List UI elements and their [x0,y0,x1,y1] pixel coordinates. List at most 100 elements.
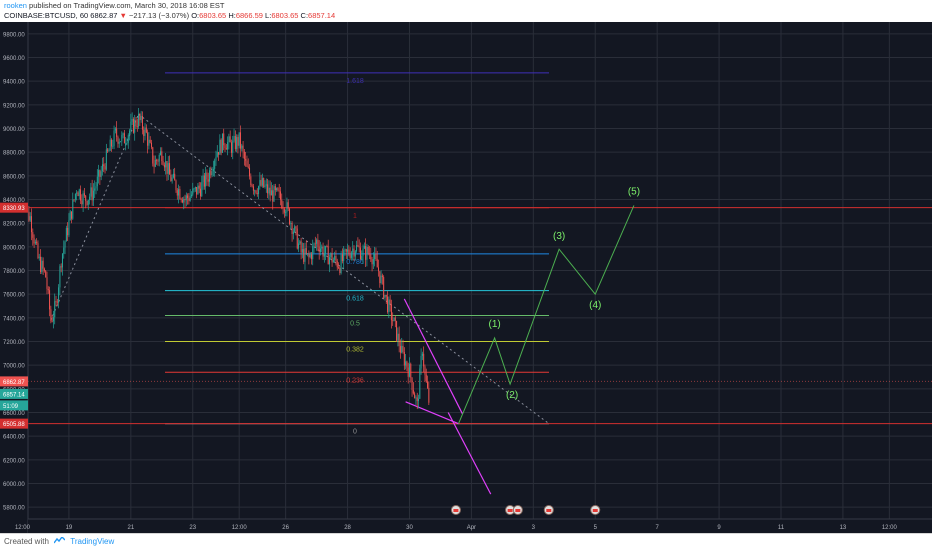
trend-lines[interactable] [50,113,550,495]
last-price: 6862.87 [90,11,118,20]
candle-body [215,156,217,161]
down-arrow-icon: ▼ [119,11,127,20]
chart-area[interactable]: 1.618 1 0.786 0.618 0.5 0.382 0.236 0 (1) (2) (3)… [0,22,932,533]
price-badge[interactable] [0,376,28,387]
candle-body [270,190,272,196]
candle-body [42,260,44,269]
candle-body [136,126,138,127]
candle-body [362,248,364,257]
time-tick-label: Apr [467,525,476,531]
candle-body [224,145,226,149]
candle-body [122,133,124,136]
candle-body [247,166,249,168]
candle-body [135,119,137,127]
wave-projection[interactable]: (1) (2) (3) (4) (5) [458,186,641,424]
candle-body [109,139,111,151]
price-badge[interactable] [0,400,28,411]
candle-body [45,270,47,278]
high-value: 6866.59 [235,11,263,20]
candle-body [147,132,149,146]
candle-body [424,366,426,375]
candle-body [427,382,429,388]
candle-body [207,179,209,182]
candle-body [150,142,152,148]
price-tick-label: 7400.00 [3,316,25,322]
candle-body [405,361,407,366]
price-tick-label: 8400.00 [3,198,25,204]
candle-body [205,172,207,187]
time-axis[interactable]: 12:00 19 21 23 12:00 26 28 30 Apr 3 5 7 9 11 13 12:00 [15,518,932,533]
candle-body [183,199,185,203]
candle-body [378,267,380,272]
wedge-line-lower[interactable] [405,401,459,425]
wave-projection-line[interactable] [458,205,635,424]
horizontal-lines[interactable] [28,207,932,425]
candle-body [397,333,399,341]
time-tick-label: 5 [594,525,598,531]
candle-body [256,193,258,195]
price-tick-label: 6400.00 [3,435,25,441]
candle-body [98,170,100,177]
price-badge[interactable] [0,418,28,429]
candle-body [305,248,307,254]
candle-body [100,171,102,177]
time-tick-label: 28 [344,525,351,531]
candle-body [103,164,105,167]
candle-body [312,246,314,260]
candle-body [112,145,114,147]
candle-body [156,159,158,161]
candle-body [170,174,172,182]
candle-body [269,187,271,196]
price-badge-label: 6862.87 [3,380,25,386]
candle-body [189,196,191,201]
price-chart[interactable]: 1.618 1 0.786 0.618 0.5 0.382 0.236 0 (1) (2) (3)… [0,22,932,533]
candle-body [46,277,48,289]
price-badge[interactable] [0,202,28,213]
candle-body [210,170,212,176]
candle-body [261,178,263,186]
candle-body [59,266,61,288]
candle-body [87,200,89,205]
candle-body [296,228,298,249]
author-name[interactable]: rooken [4,1,27,10]
price-tick-label: 6600.00 [3,411,25,417]
candle-body [334,255,336,260]
candle-body [408,363,410,377]
candle-body [38,256,40,258]
tradingview-brand[interactable]: TradingView [70,537,115,546]
candle-body [298,243,300,249]
price-tick-label: 8600.00 [3,174,25,180]
price-badge[interactable] [0,388,28,399]
candle-body [120,141,122,143]
candle-body [299,241,301,244]
candle-body [37,243,39,258]
candle-body [295,226,297,229]
candle-body [138,113,140,127]
candle-body [60,266,62,268]
candle-body [78,189,80,197]
candle-body [358,246,360,248]
price-axis[interactable]: 9800.00 9600.00 9400.00 9200.00 9000.00 8800.… [0,22,29,533]
candle-body [267,184,269,194]
candle-body [323,253,325,257]
candle-body [36,241,38,244]
event-markers[interactable] [450,505,601,515]
candle-body [310,254,312,260]
candle-body [43,268,45,271]
wedge-line-extension[interactable] [447,412,492,495]
time-tick-label: 30 [406,525,413,531]
wedge-line-upper[interactable] [403,298,463,414]
trend-line-dotted[interactable] [138,113,550,425]
candle-body [185,195,187,201]
candle-body [321,246,323,249]
price-badge-label: 8330.93 [3,206,25,212]
candle-body [188,198,190,201]
tradingview-logo-icon [54,537,66,544]
wave-label: (3) [553,231,565,242]
candle-body [286,202,288,213]
candle-body [327,246,329,265]
candle-body [71,211,72,219]
candle-body [232,140,234,153]
candle-body [125,143,127,144]
trend-line-dotted[interactable] [50,114,140,321]
